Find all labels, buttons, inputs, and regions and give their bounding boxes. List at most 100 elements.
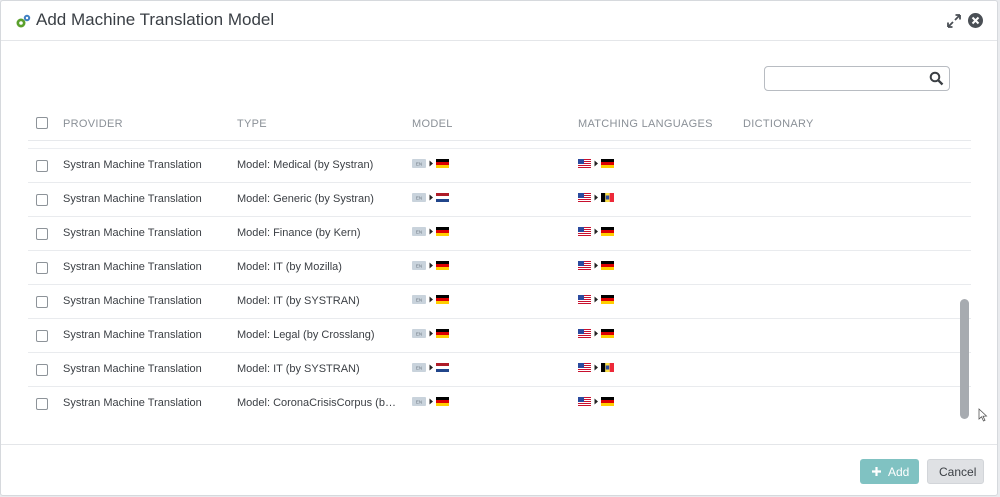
matching-language-pair: [578, 295, 614, 307]
column-type[interactable]: TYPE: [237, 118, 267, 130]
matching-languages-cell: [578, 295, 614, 307]
model-language-pair: EN: [412, 397, 449, 409]
svg-text:EN: EN: [416, 264, 422, 269]
us-flag-icon: [578, 329, 591, 338]
type-cell: Model: Finance (by Kern): [237, 227, 361, 239]
table-row[interactable]: Systran Machine Translation Model: Corona…: [28, 387, 971, 420]
model-cell: EN: [412, 159, 449, 171]
arrow-right-icon: [594, 330, 598, 337]
matching-language-pair: [578, 159, 614, 171]
matching-language-pair: [578, 329, 614, 341]
en-badge-icon: EN: [412, 159, 426, 168]
arrow-right-icon: [594, 296, 598, 303]
expand-icon[interactable]: [945, 12, 963, 30]
cancel-button-label: Cancel: [939, 465, 977, 479]
table-row[interactable]: Systran Machine Translation Model: Financ…: [28, 217, 971, 251]
type-cell: Model: Generic (by Systran): [237, 193, 374, 205]
de-flag-icon: [436, 397, 449, 406]
column-dictionary[interactable]: DICTIONARY: [743, 118, 814, 130]
matching-language-pair: [578, 261, 614, 273]
en-badge-icon: EN: [412, 261, 426, 270]
model-language-pair: EN: [412, 363, 449, 375]
matching-languages-cell: [578, 227, 614, 239]
model-cell: EN: [412, 397, 449, 409]
search-box[interactable]: [764, 66, 950, 91]
table-row[interactable]: Systran Machine Translation Model: IT (by…: [28, 353, 971, 387]
close-icon[interactable]: [967, 12, 984, 29]
en-badge-icon: EN: [412, 227, 426, 236]
model-cell: EN: [412, 295, 449, 307]
provider-cell: Systran Machine Translation: [63, 159, 202, 171]
arrow-right-icon: [429, 398, 433, 405]
model-cell: EN: [412, 261, 449, 273]
row-checkbox[interactable]: [36, 296, 48, 308]
table-row[interactable]: Systran Machine Translation Model: IT (by…: [28, 285, 971, 319]
row-checkbox[interactable]: [36, 228, 48, 240]
table-row[interactable]: Systran Machine Translation Model: IT (by…: [28, 251, 971, 285]
type-cell: Model: IT (by SYSTRAN): [237, 295, 360, 307]
en-badge-icon: EN: [412, 193, 426, 202]
svg-text:EN: EN: [416, 366, 422, 371]
row-checkbox[interactable]: [36, 364, 48, 376]
arrow-right-icon: [429, 160, 433, 167]
us-flag-icon: [578, 159, 591, 168]
table-row[interactable]: Systran Machine Translation Model: Medica…: [28, 149, 971, 183]
search-icon[interactable]: [929, 71, 944, 86]
model-language-pair: EN: [412, 227, 449, 239]
en-badge-icon: EN: [412, 295, 426, 304]
column-provider[interactable]: PROVIDER: [63, 118, 123, 130]
cancel-button[interactable]: Cancel: [927, 459, 984, 484]
arrow-right-icon: [594, 364, 598, 371]
plus-icon: [872, 467, 881, 476]
matching-languages-cell: [578, 193, 614, 205]
us-flag-icon: [578, 295, 591, 304]
model-language-pair: EN: [412, 295, 449, 307]
matching-language-pair: [578, 363, 614, 375]
column-model[interactable]: MODEL: [412, 118, 453, 130]
provider-cell: Systran Machine Translation: [63, 261, 202, 273]
search-input[interactable]: [771, 70, 921, 88]
svg-text:EN: EN: [416, 400, 422, 405]
type-cell: Model: IT (by SYSTRAN): [237, 363, 360, 375]
provider-cell: Systran Machine Translation: [63, 295, 202, 307]
add-button-label: Add: [888, 465, 910, 479]
select-all-checkbox[interactable]: [36, 117, 48, 129]
matching-language-pair: [578, 193, 614, 205]
svg-text:EN: EN: [416, 230, 422, 235]
row-checkbox[interactable]: [36, 262, 48, 274]
arrow-right-icon: [594, 398, 598, 405]
add-button[interactable]: Add: [860, 459, 919, 484]
matching-languages-cell: [578, 159, 614, 171]
model-cell: EN: [412, 227, 449, 239]
mouse-cursor-icon: [978, 408, 988, 422]
matching-language-pair: [578, 397, 614, 409]
row-checkbox[interactable]: [36, 330, 48, 342]
en-badge-icon: EN: [412, 397, 426, 406]
us-flag-icon: [578, 193, 591, 202]
table-row[interactable]: Systran Machine Translation Model: Generi…: [28, 183, 971, 217]
arrow-right-icon: [594, 228, 598, 235]
type-cell: Model: IT (by Mozilla): [237, 261, 342, 273]
us-flag-icon: [578, 261, 591, 270]
provider-cell: Systran Machine Translation: [63, 363, 202, 375]
scrollbar-thumb[interactable]: [960, 299, 969, 419]
row-checkbox[interactable]: [36, 398, 48, 410]
app-gear-icon: [16, 14, 31, 28]
arrow-right-icon: [429, 296, 433, 303]
type-cell: Model: CoronaCrisisCorpus (by ...: [237, 397, 397, 409]
svg-text:EN: EN: [416, 332, 422, 337]
de-flag-icon: [601, 261, 614, 270]
model-cell: EN: [412, 363, 449, 375]
provider-cell: Systran Machine Translation: [63, 397, 202, 409]
de-flag-icon: [436, 227, 449, 236]
row-checkbox[interactable]: [36, 194, 48, 206]
model-cell: EN: [412, 193, 449, 205]
de-flag-icon: [601, 227, 614, 236]
row-checkbox[interactable]: [36, 160, 48, 172]
table-row[interactable]: Systran Machine Translation Model: Legal …: [28, 319, 971, 353]
table-header: PROVIDER TYPE MODEL MATCHING LANGUAGES D…: [28, 109, 971, 141]
de-flag-icon: [436, 159, 449, 168]
column-matching-languages[interactable]: MATCHING LANGUAGES: [578, 118, 713, 130]
be-flag-icon: [601, 193, 614, 202]
type-cell: Model: Medical (by Systran): [237, 159, 374, 171]
